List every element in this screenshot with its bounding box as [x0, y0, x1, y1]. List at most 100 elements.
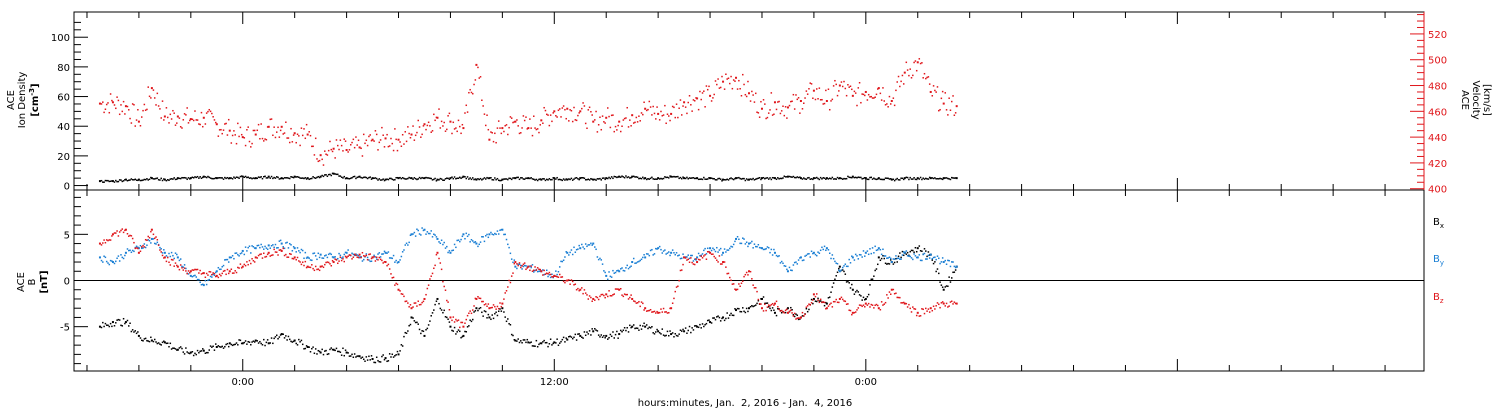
bx-sample: [547, 345, 549, 348]
velocity-sample: [804, 97, 806, 99]
bz-sample: [431, 272, 434, 275]
velocity-point: [696, 97, 699, 100]
by-sample: [729, 247, 731, 250]
density-tick-label: 100: [51, 33, 70, 44]
velocity-sample: [906, 69, 909, 71]
bx-sample: [588, 330, 591, 332]
bz-sample: [668, 311, 670, 314]
bz-sample: [438, 257, 440, 260]
velocity-sample: [403, 143, 405, 145]
velocity-sample: [308, 131, 310, 133]
bx-sample: [622, 329, 625, 331]
bz-sample: [196, 268, 199, 271]
bx-point: [709, 321, 712, 324]
density-sample: [719, 178, 722, 180]
density-sample: [277, 176, 279, 179]
velocity-sample: [391, 142, 394, 145]
velocity-sample: [653, 112, 656, 115]
density-sample: [200, 177, 203, 180]
bz-point: [488, 307, 491, 310]
density-sample: [858, 176, 861, 179]
bz-sample: [721, 263, 723, 265]
bx-sample: [653, 333, 656, 335]
bx-point: [501, 307, 504, 310]
bz-sample: [704, 254, 706, 256]
by-sample: [766, 246, 769, 248]
density-sample: [205, 176, 208, 179]
by-sample: [128, 249, 130, 252]
velocity-sample: [338, 148, 340, 151]
bx-sample: [944, 286, 947, 288]
bx-sample: [721, 317, 723, 320]
velocity-sample: [183, 113, 186, 115]
by-sample: [753, 243, 756, 245]
velocity-sample: [205, 112, 208, 114]
density-sample: [425, 176, 427, 179]
bx-sample: [230, 343, 233, 346]
bx-point: [683, 330, 686, 333]
bz-sample: [100, 244, 103, 246]
by-sample: [159, 246, 161, 249]
by-sample: [196, 278, 199, 281]
density-sample: [938, 178, 940, 180]
by-sample: [939, 262, 941, 265]
by-sample: [494, 232, 496, 235]
by-sample: [549, 276, 552, 279]
by-sample: [253, 247, 256, 249]
by-sample: [951, 261, 953, 263]
bz-sample: [248, 259, 251, 262]
density-sample: [170, 178, 173, 180]
by-sample: [571, 253, 574, 256]
density-sample: [400, 177, 403, 180]
bx-sample: [265, 341, 268, 344]
density-point: [903, 177, 906, 180]
bx-sample: [277, 338, 279, 340]
by-sample: [818, 252, 821, 254]
bx-sample: [160, 344, 162, 346]
velocity-sample: [758, 116, 761, 118]
by-sample: [635, 262, 638, 264]
by-sample: [875, 249, 878, 252]
bx-sample: [561, 338, 564, 341]
density-sample: [913, 177, 915, 179]
density-sample: [893, 179, 896, 182]
bx-sample: [395, 354, 397, 356]
by-sample: [362, 258, 365, 261]
velocity-sample: [461, 123, 464, 126]
velocity-sample: [939, 108, 941, 111]
density-sample: [525, 177, 527, 179]
density-sample: [836, 176, 839, 179]
density-sample: [495, 178, 497, 181]
bz-sample: [505, 290, 508, 292]
bx-sample: [187, 352, 190, 354]
by-sample: [161, 252, 164, 254]
bx-sample: [775, 314, 778, 317]
density-sample: [352, 175, 355, 178]
velocity-sample: [234, 134, 236, 136]
bx-sample: [899, 252, 901, 254]
velocity-sample: [200, 111, 203, 114]
by-sample: [279, 239, 282, 242]
bx-sample: [660, 333, 662, 335]
bz-sample: [914, 308, 917, 310]
by-sample: [230, 256, 233, 259]
by-sample: [780, 260, 783, 263]
bx-sample: [299, 341, 301, 343]
density-sample: [797, 176, 800, 179]
density-sample: [147, 179, 149, 181]
density-sample: [853, 176, 856, 179]
bz-sample: [370, 257, 373, 260]
bz-sample: [102, 242, 104, 244]
bx-point: [488, 316, 491, 319]
bz-sample: [169, 264, 172, 266]
velocity-point: [916, 61, 919, 64]
bx-sample: [570, 336, 573, 338]
density-sample: [298, 176, 300, 178]
bz-sample: [740, 282, 743, 285]
density-sample: [379, 179, 382, 181]
density-sample: [906, 176, 909, 179]
velocity-sample: [594, 119, 596, 121]
bz-sample: [570, 279, 573, 281]
bx-sample: [730, 312, 732, 315]
by-sample: [301, 249, 304, 252]
